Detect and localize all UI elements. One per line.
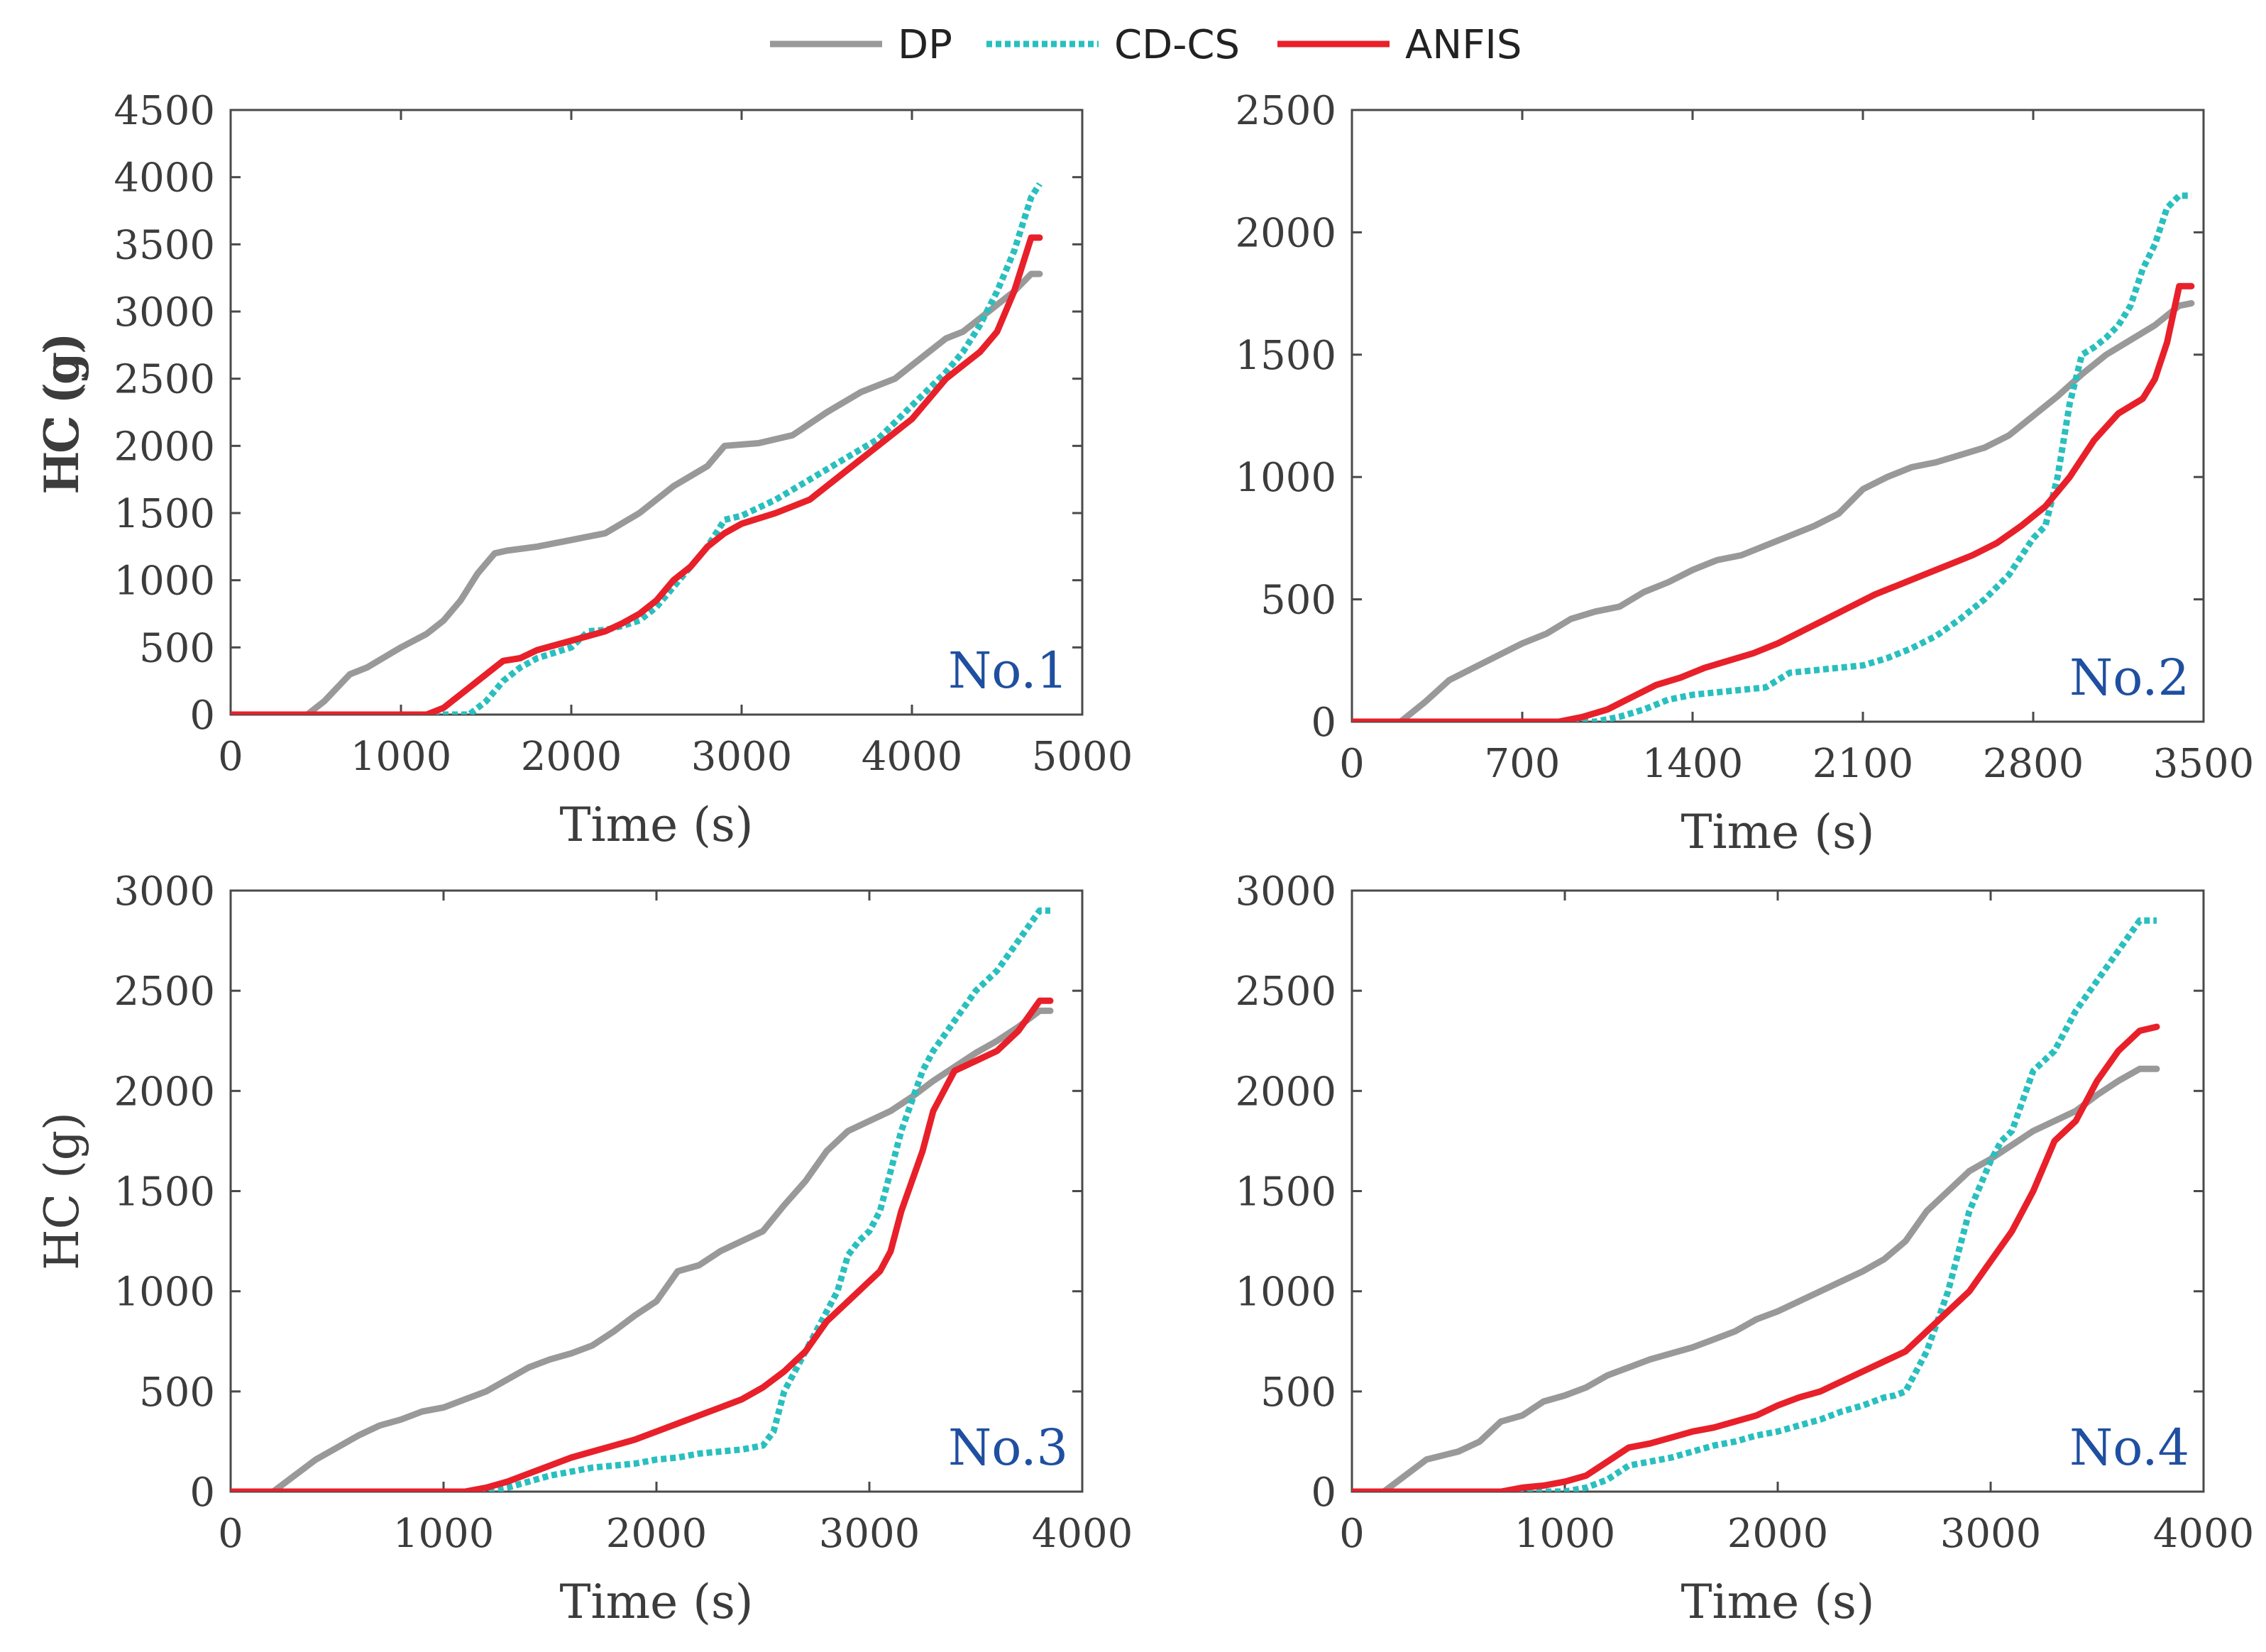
y-tick-label: 3000 <box>1235 869 1336 915</box>
y-tick-label: 1000 <box>1235 1270 1336 1316</box>
panel-no-3: 0 1000 2000 3000 4000 0 500 1000 1500 2000 2500 300… <box>35 869 1133 1629</box>
y-tick-label: 1500 <box>1235 1169 1336 1216</box>
y-tick-label: 1000 <box>114 558 215 605</box>
series-line-dp <box>1352 1065 2160 1492</box>
plot-frame <box>1351 109 2205 723</box>
panel-label: No.4 <box>2069 1419 2189 1477</box>
series-line-dp <box>231 270 1043 715</box>
y-tick-label: 4500 <box>114 88 215 134</box>
y-tick-label: 2000 <box>1235 1069 1336 1115</box>
x-tick-label: 2800 <box>1983 741 2084 787</box>
y-axis-label: HC (g) <box>35 334 89 492</box>
x-tick-label: 0 <box>1339 741 1365 787</box>
x-tick-label: 3000 <box>1940 1511 2042 1557</box>
series-line-anfis <box>1352 1023 2160 1492</box>
plot-frame <box>229 889 1084 1493</box>
series-line-dp <box>1352 299 2195 722</box>
y-tick-label: 2000 <box>1235 210 1336 256</box>
x-axis-label: Time (s) <box>559 798 753 852</box>
x-tick-label: 0 <box>218 734 243 780</box>
y-tick-label: 500 <box>139 1370 215 1416</box>
x-tick-label: 3000 <box>691 734 793 780</box>
y-tick-label: 4000 <box>114 155 215 202</box>
series-line-anfis <box>231 234 1043 715</box>
panels: 0 1000 2000 3000 4000 50000500100015002000250… <box>35 88 2254 1629</box>
legend-label-cd-cs: CD-CS <box>1114 22 1240 68</box>
y-tick-label: 500 <box>1260 1370 1336 1416</box>
x-tick-label: 0 <box>1339 1511 1365 1557</box>
panel-label: No.1 <box>948 641 1068 700</box>
series-line-anfis <box>1352 282 2195 722</box>
y-tick-label: 0 <box>1311 700 1336 746</box>
y-tick-label: 3000 <box>114 869 215 915</box>
x-axis-label: Time (s) <box>1681 805 1874 859</box>
x-tick-label: 4000 <box>1032 1511 1133 1557</box>
series-line-cd-cs <box>231 182 1043 715</box>
y-tick-label: 1500 <box>114 491 215 537</box>
y-tick-label: 1000 <box>114 1270 215 1316</box>
y-tick-label: 1000 <box>1235 455 1336 501</box>
x-tick-label: 700 <box>1485 741 1561 787</box>
y-tick-label: 0 <box>189 1470 215 1516</box>
y-axis-label: HC (g) <box>35 1112 89 1270</box>
y-tick-label: 1500 <box>114 1169 215 1216</box>
series-line-anfis <box>231 997 1054 1492</box>
y-axis-label: HC (g) <box>35 1112 89 1270</box>
x-tick-label: 1400 <box>1642 741 1744 787</box>
y-tick-label: 0 <box>1311 1470 1336 1516</box>
y-tick-label: 500 <box>139 625 215 671</box>
panel-label: No.3 <box>948 1419 1068 1477</box>
x-tick-label: 3000 <box>819 1511 920 1557</box>
x-tick-label: 4000 <box>2153 1511 2255 1557</box>
x-tick-label: 1000 <box>393 1511 495 1557</box>
x-tick-label: 2000 <box>1727 1511 1829 1557</box>
legend-label-dp: DP <box>898 22 952 68</box>
y-tick-label: 2000 <box>114 1069 215 1115</box>
x-tick-label: 2100 <box>1813 741 1914 787</box>
legend-label-anfis: ANFIS <box>1405 22 1522 68</box>
panel-no-2: 0 700 1400 2100 2800 3500 0 500 1000 1500 2000 2500… <box>35 88 2254 859</box>
x-tick-label: 0 <box>218 1511 243 1557</box>
x-tick-label: 1000 <box>351 734 452 780</box>
panel-no-4: 0 1000 2000 3000 4000 0 500 1000 1500 2000 2500 300… <box>35 869 2254 1629</box>
x-tick-label: 2000 <box>521 734 622 780</box>
y-tick-label: 0 <box>189 693 215 739</box>
y-tick-label: 2500 <box>114 969 215 1015</box>
y-tick-label: 1500 <box>1235 333 1336 379</box>
panel-no-1: 0 1000 2000 3000 4000 5000 0 500 1000 1500 2000 250… <box>35 88 1133 852</box>
y-tick-label: 3500 <box>114 222 215 268</box>
panel-label: No.2 <box>2069 649 2189 707</box>
x-tick-label: 1000 <box>1514 1511 1616 1557</box>
x-tick-label: 5000 <box>1032 734 1133 780</box>
x-tick-label: 3500 <box>2153 741 2255 787</box>
series-line-dp <box>231 1007 1054 1492</box>
y-axis-label: HC (g) <box>35 337 89 495</box>
plot-frame <box>1351 889 2205 1493</box>
legend: DP CD-CS ANFIS <box>770 22 1522 68</box>
y-tick-label: 2500 <box>1235 88 1336 134</box>
x-tick-label: 2000 <box>606 1511 708 1557</box>
series-line-cd-cs <box>1352 917 2157 1492</box>
y-tick-label: 2500 <box>1235 969 1336 1015</box>
x-axis-label: Time (s) <box>559 1575 753 1629</box>
x-axis-label: Time (s) <box>1681 1575 1874 1629</box>
y-tick-label: 500 <box>1260 578 1336 624</box>
plot-frame <box>229 109 1084 716</box>
series-line-cd-cs <box>231 907 1050 1492</box>
y-tick-label: 2000 <box>114 424 215 470</box>
y-tick-label: 3000 <box>114 290 215 336</box>
y-tick-label: 2500 <box>114 357 215 403</box>
x-tick-label: 4000 <box>862 734 963 780</box>
series-line-cd-cs <box>1352 192 2191 722</box>
